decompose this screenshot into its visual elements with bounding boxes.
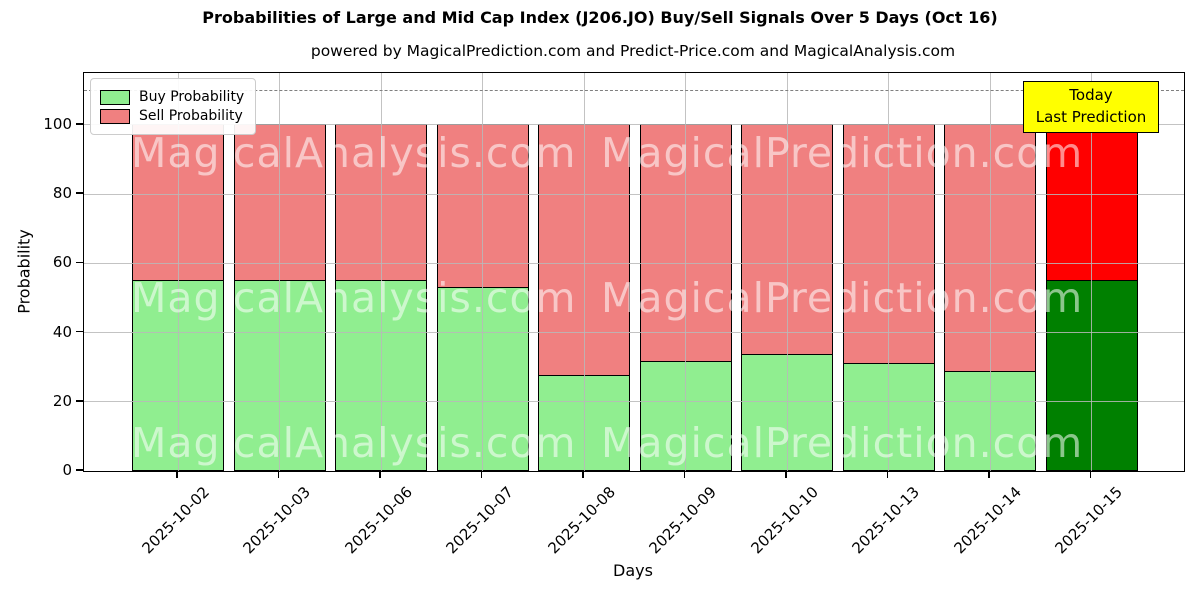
horizontal-gridline [84,124,1184,126]
x-tick-mark [988,471,990,478]
y-tick-mark [76,399,83,402]
horizontal-gridline [84,193,1184,195]
chart-subtitle: powered by MagicalPrediction.com and Pre… [310,42,956,60]
annotation-line-last-prediction: Last Prediction [1035,107,1147,126]
watermark-text: MagicalPrediction.com [601,274,1084,322]
x-tick-label: 2025-10-14 [950,483,1025,558]
watermark-text: MagicalAnalysis.com [131,419,577,467]
y-tick-mark [76,330,83,333]
x-tick-label: 2025-10-07 [442,483,518,558]
x-tick-label: 2025-10-13 [848,483,924,558]
x-tick-label: 2025-10-02 [138,483,213,558]
vertical-gridline [177,73,179,471]
x-tick-mark [1089,471,1092,478]
legend-label-buy: Buy Probability [139,89,245,105]
x-tick-mark [683,471,686,478]
watermark-text: MagicalAnalysis.com [131,129,577,177]
vertical-gridline [482,73,483,471]
chart-title: Probabilities of Large and Mid Cap Index… [202,8,998,27]
x-tick-label: 2025-10-09 [645,483,721,558]
y-tick-label: 80 [52,184,72,203]
y-tick-mark [76,192,83,194]
x-tick-label: 2025-10-03 [239,483,315,558]
horizontal-gridline [84,262,1184,264]
x-tick-mark [582,471,584,478]
vertical-gridline [279,73,280,471]
sell-probability-swatch [100,108,130,124]
x-tick-label: 2025-10-10 [747,483,822,558]
y-tick-mark [76,469,83,471]
legend-item-sell: Sell Probability [100,108,244,124]
y-tick-mark [76,261,83,264]
legend-item-buy: Buy Probability [100,89,244,105]
vertical-gridline [888,73,889,471]
plot-area: Buy Probability Sell Probability Today L… [83,72,1185,472]
legend-label-sell: Sell Probability [139,108,243,124]
horizontal-gridline [84,332,1184,334]
vertical-gridline [786,73,788,471]
y-tick-label: 100 [43,114,72,133]
vertical-gridline [685,73,686,471]
x-tick-mark [480,471,483,478]
x-tick-mark [277,471,280,478]
buy-probability-swatch [100,89,130,105]
x-tick-mark [379,471,381,478]
x-tick-mark [886,471,889,478]
horizontal-gridline [84,401,1184,403]
today-annotation-box: Today Last Prediction [1023,81,1159,133]
vertical-gridline [989,73,991,471]
vertical-gridline [1091,73,1092,471]
watermark-text: MagicalPrediction.com [601,129,1084,177]
y-tick-mark [76,123,83,125]
x-tick-label: 2025-10-08 [544,483,619,558]
annotation-line-today: Today [1069,86,1113,104]
x-tick-mark [176,471,178,478]
dashed-threshold-line [84,90,1184,92]
y-tick-label: 60 [52,253,72,272]
x-tick-mark [785,471,787,478]
y-tick-label: 20 [52,391,72,410]
x-axis-label: Days [613,561,653,580]
y-tick-label: 0 [62,461,72,479]
y-tick-label: 40 [52,322,72,341]
y-axis-label: Probability [14,229,34,314]
legend: Buy Probability Sell Probability [90,78,257,135]
watermark-text: MagicalAnalysis.com [131,274,577,322]
vertical-gridline [583,73,585,471]
watermark-text: MagicalPrediction.com [601,419,1084,467]
vertical-gridline [380,73,382,471]
x-tick-label: 2025-10-06 [341,483,416,558]
x-tick-label: 2025-10-15 [1051,483,1127,558]
